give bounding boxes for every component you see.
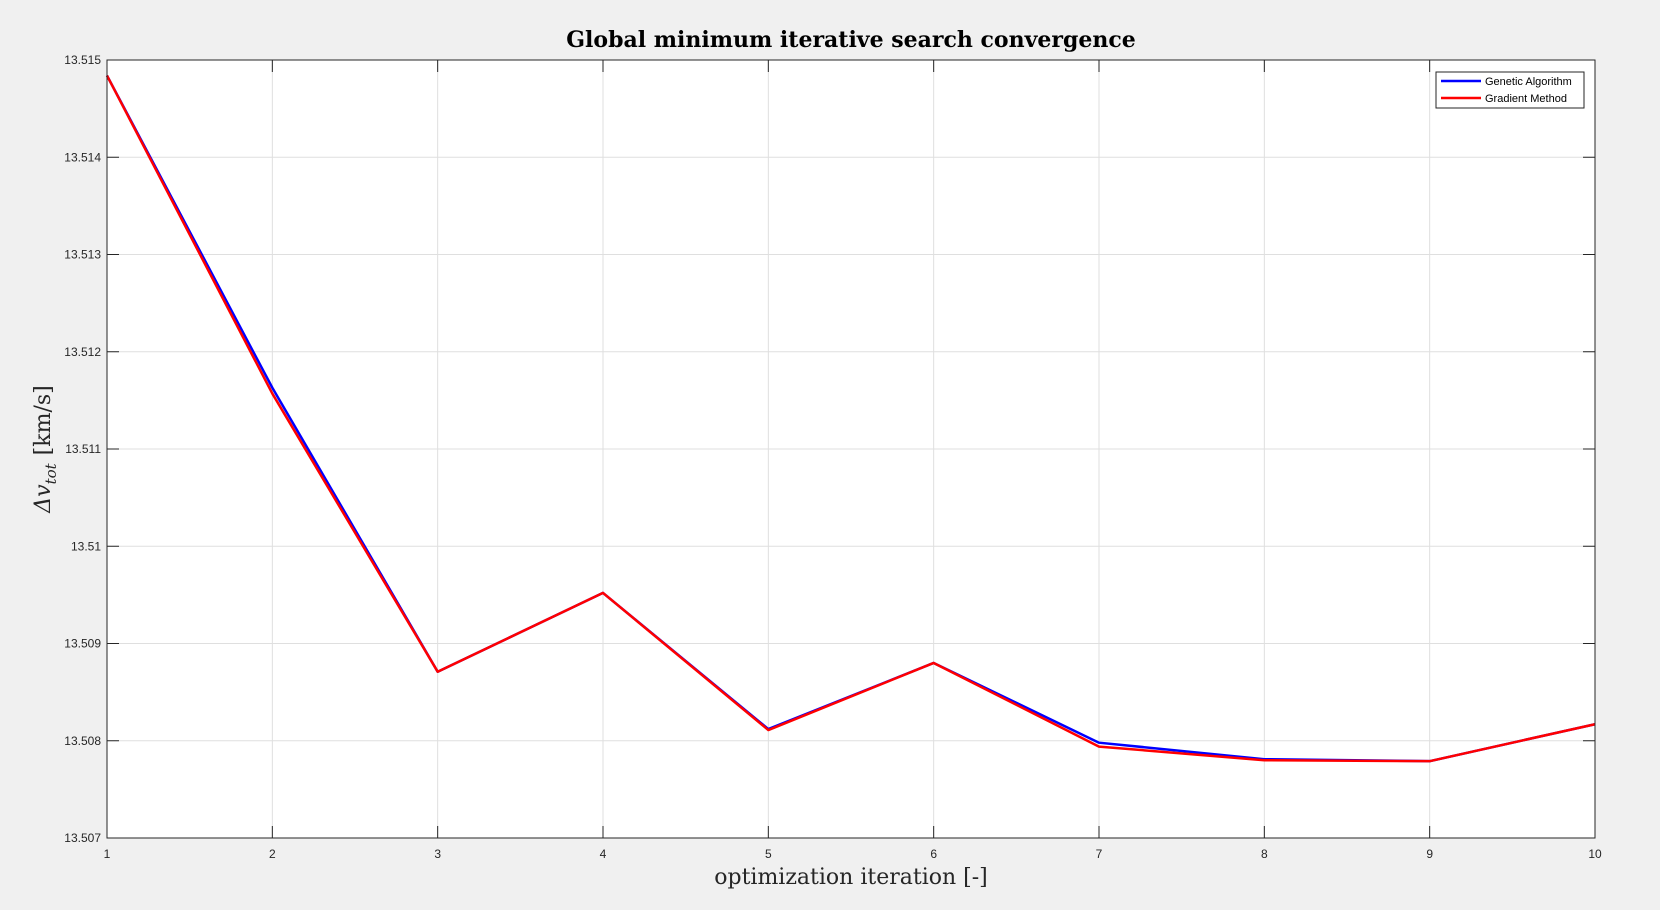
y-tick-label: 13.508	[64, 734, 101, 748]
y-axis-label: Δvtot [km/s]	[31, 385, 60, 513]
y-tick-label: 13.513	[64, 248, 101, 262]
y-tick-labels: 13.507 13.508 13.509 13.51 13.511 13.512 13.51…	[64, 53, 101, 845]
legend-entry-gradient-method: Gradient Method	[1441, 93, 1567, 105]
legend-label-genetic-algorithm: Genetic Algorithm	[1485, 76, 1572, 88]
chart-title: Global minimum iterative search converge…	[566, 27, 1135, 53]
axis-ticks	[106, 59, 1596, 839]
legend: Genetic Algorithm Gradient Method	[1435, 71, 1585, 109]
y-tick-label: 13.507	[64, 831, 101, 845]
y-axis-label-main: Δv	[31, 484, 56, 514]
x-tick-label: 3	[434, 847, 441, 861]
y-tick-label: 13.512	[64, 345, 101, 359]
y-axis-label-sub: tot	[42, 462, 60, 484]
x-axis-label: optimization iteration [-]	[714, 865, 988, 890]
y-tick-label: 13.511	[65, 442, 101, 456]
y-tick-label: 13.509	[64, 637, 101, 651]
x-tick-label: 9	[1426, 847, 1433, 861]
y-tick-label: 13.51	[71, 539, 101, 553]
x-tick-label: 5	[765, 847, 772, 861]
legend-box	[1435, 71, 1585, 109]
series-line-gradient-method	[105, 74, 1596, 763]
x-tick-labels: 1 2 3 4 5 6 7 8 9 10	[104, 847, 1602, 861]
y-tick-label: 13.514	[64, 150, 101, 164]
x-tick-label: 2	[269, 847, 276, 861]
x-tick-label: 6	[930, 847, 937, 861]
x-tick-label: 7	[1096, 847, 1103, 861]
x-tick-label: 10	[1588, 847, 1602, 861]
series-lines	[105, 74, 1596, 763]
legend-entry-genetic-algorithm: Genetic Algorithm	[1441, 76, 1572, 88]
legend-label-gradient-method: Gradient Method	[1485, 93, 1567, 105]
x-tick-label: 1	[104, 847, 111, 861]
x-tick-label: 8	[1261, 847, 1268, 861]
x-tick-label: 4	[600, 847, 607, 861]
y-tick-label: 13.515	[64, 53, 101, 67]
y-axis-label-unit: [km/s]	[31, 385, 56, 455]
